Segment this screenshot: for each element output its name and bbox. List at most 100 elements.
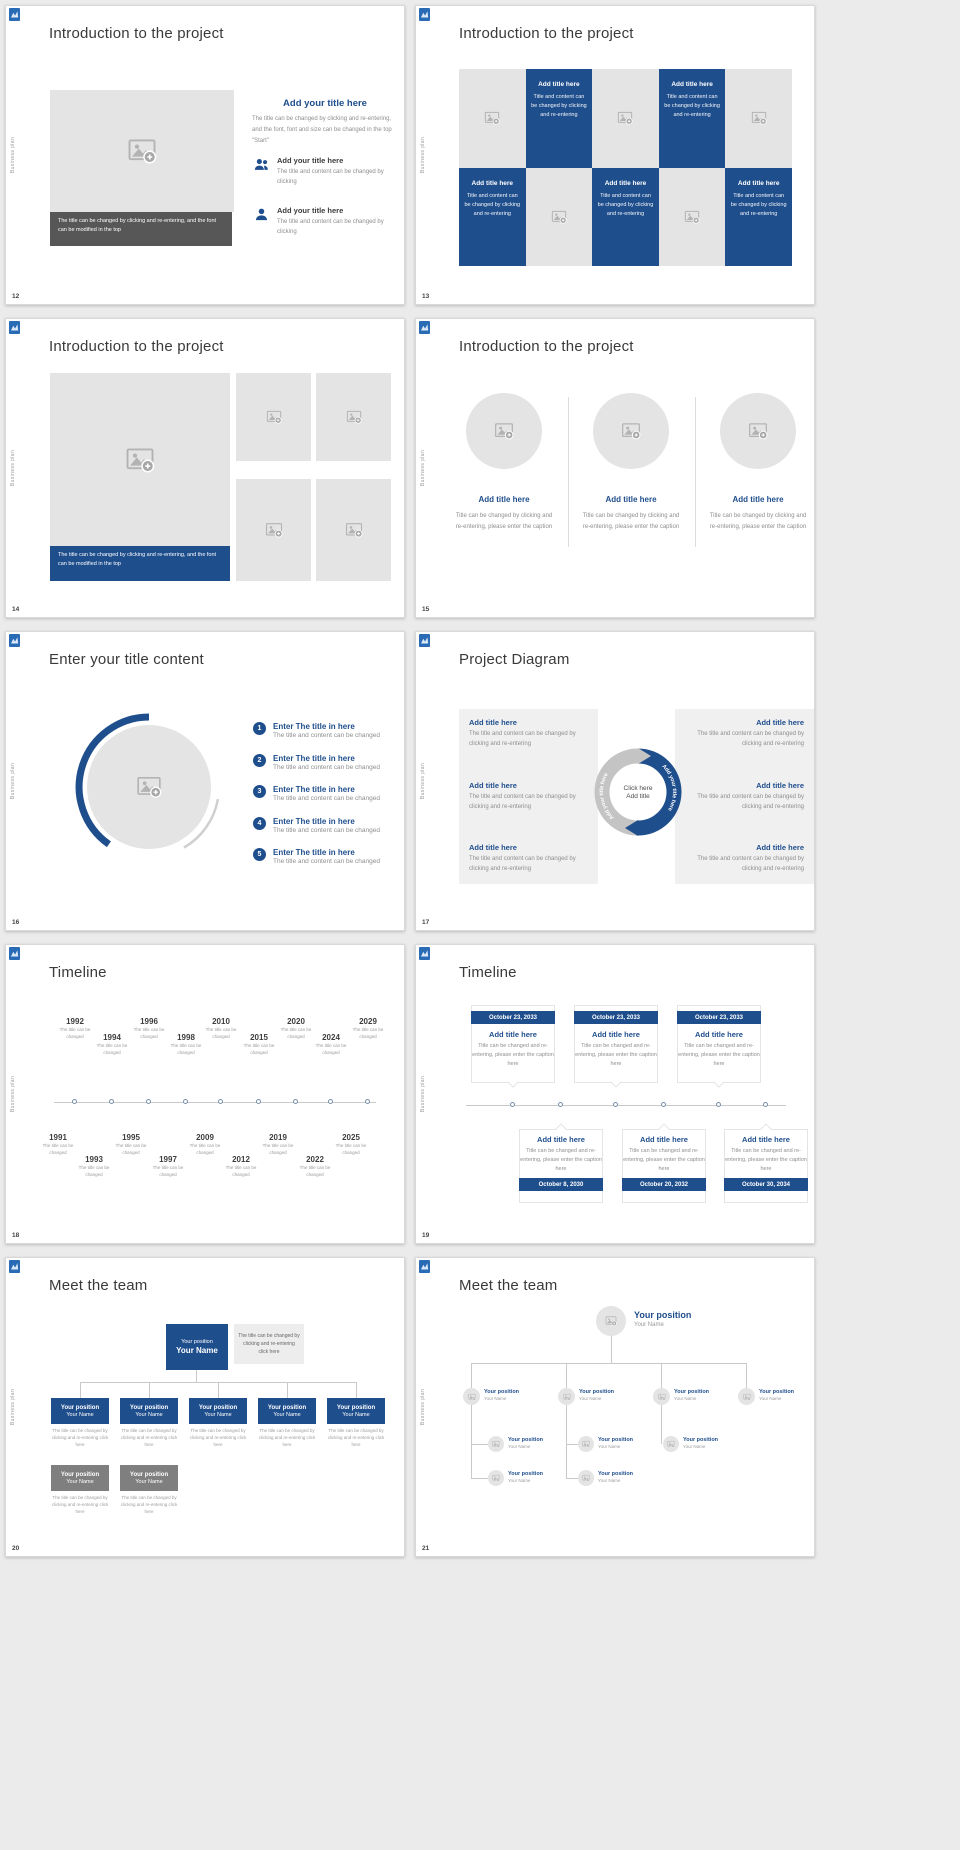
org-member[interactable]: Your position Your Name [488, 1470, 543, 1486]
lead-text-block[interactable]: Add your title here The title can be cha… [252, 98, 398, 147]
timeline-event-bottom[interactable]: Add title here Title can be changed and … [724, 1135, 808, 1192]
image-placeholder[interactable] [316, 373, 391, 461]
entries-panel-left[interactable]: Add title here The title and content can… [459, 709, 598, 884]
slide-16[interactable]: Business plan Enter your title content 1… [5, 631, 405, 931]
image-placeholder[interactable] [316, 479, 391, 581]
image-caption-text: The title can be changed by clicking and… [58, 218, 217, 234]
slide-19[interactable]: Business plan Timeline October 23, 2033 … [415, 944, 815, 1244]
circle-image-placeholder[interactable] [87, 725, 211, 849]
timeline-event-top[interactable]: October 23, 2033 Add title here Title ca… [471, 1011, 555, 1068]
slide-20[interactable]: Business plan Meet the team Your positio… [5, 1257, 405, 1557]
image-placeholder[interactable] [236, 373, 311, 461]
slide-15[interactable]: Business plan Introduction to the projec… [415, 318, 815, 618]
org-box[interactable]: Your position Your Name [258, 1398, 316, 1424]
avatar-circle[interactable] [596, 1306, 626, 1336]
image-placeholder[interactable] [236, 479, 311, 581]
entries-panel-right[interactable]: Add title here The title and content can… [675, 709, 814, 884]
slide-13[interactable]: Business plan Introduction to the projec… [415, 5, 815, 305]
image-column[interactable]: Add title here Title can be changed by c… [703, 393, 813, 534]
text-tile[interactable]: Add title here Title and content can be … [459, 167, 526, 266]
timeline-event[interactable]: 2010 The title can be changed [205, 1017, 237, 1041]
timeline-event[interactable]: 2020 The title can be changed [280, 1017, 312, 1041]
org-box[interactable]: Your position Your Name [51, 1398, 109, 1424]
timeline-event[interactable]: 2022 The title can be changed [299, 1155, 331, 1179]
org-box-gray[interactable]: Your position Your Name [51, 1465, 109, 1491]
cycle-diagram[interactable]: Add your title here Add your title here [588, 742, 688, 842]
numbered-list-item[interactable]: 4 Enter The title in here The title and … [253, 817, 400, 834]
timeline-event[interactable]: 2012 The title can be changed [225, 1155, 257, 1179]
connector-line [566, 1405, 567, 1478]
org-member[interactable]: Your position Your Name [663, 1436, 718, 1452]
image-caption-bar[interactable]: The title can be changed by clicking and… [50, 546, 230, 581]
circle-image-placeholder[interactable] [593, 393, 669, 469]
slide-title: Introduction to the project [459, 338, 634, 355]
timeline-event[interactable]: 1991 The title can be changed [42, 1133, 74, 1157]
org-note-box[interactable]: The title can be changed by clicking and… [234, 1324, 304, 1364]
slide-14[interactable]: Business plan Introduction to the projec… [5, 318, 405, 618]
numbered-list-item[interactable]: 2 Enter The title in here The title and … [253, 754, 400, 771]
timeline-event[interactable]: 1993 The title can be changed [78, 1155, 110, 1179]
slide-18[interactable]: Business plan Timeline 1992 The title can… [5, 944, 405, 1244]
image-placeholder[interactable] [725, 69, 792, 168]
timeline-event[interactable]: 1997 The title can be changed [152, 1155, 184, 1179]
org-member[interactable]: Your position Your Name [738, 1388, 794, 1405]
slide-12[interactable]: Business plan Introduction to the projec… [5, 5, 405, 305]
timeline-event[interactable]: 2009 The title can be changed [189, 1133, 221, 1157]
timeline-event[interactable]: 1998 The title can be changed [170, 1033, 202, 1057]
timeline-event[interactable]: 1996 The title can be changed [133, 1017, 165, 1041]
org-box[interactable]: Your position Your Name [189, 1398, 247, 1424]
timeline-event-top[interactable]: October 23, 2033 Add title here Title ca… [574, 1011, 658, 1068]
image-placeholder[interactable] [459, 69, 526, 168]
image-placeholder[interactable] [525, 167, 593, 266]
year-label: 2009 [196, 1133, 214, 1142]
circle-image-placeholder[interactable] [720, 393, 796, 469]
image-placeholder[interactable] [592, 69, 659, 168]
slide-17[interactable]: Business plan Project Diagram Add title … [415, 631, 815, 931]
image-placeholder[interactable] [50, 373, 230, 546]
timeline-event[interactable]: 2015 The title can be changed [243, 1033, 275, 1057]
timeline-node [510, 1102, 515, 1107]
image-column[interactable]: Add title here Title can be changed by c… [449, 393, 559, 534]
text-tile[interactable]: Add title here Title and content can be … [725, 167, 792, 266]
feature-item[interactable]: Add your title here The title and conten… [253, 206, 399, 237]
text-tile[interactable]: Add title here Title and content can be … [658, 69, 726, 168]
org-member[interactable]: Your position Your Name [578, 1436, 633, 1452]
image-column[interactable]: Add title here Title can be changed by c… [576, 393, 686, 534]
timeline-line [466, 1105, 786, 1106]
timeline-event[interactable]: 2025 The title can be changed [335, 1133, 367, 1157]
numbered-list-item[interactable]: 5 Enter The title in here The title and … [253, 848, 400, 865]
org-member[interactable]: Your position Your Name [488, 1436, 543, 1452]
feature-item[interactable]: Add your title here The title and conten… [253, 156, 399, 187]
hub-label[interactable]: Click here Add title [611, 765, 665, 819]
timeline-event[interactable]: 2029 The title can be changed [352, 1017, 384, 1041]
text-tile[interactable]: Add title here Title and content can be … [592, 167, 659, 266]
position-label: Your position [759, 1389, 795, 1395]
org-member[interactable]: Your position Your Name [463, 1388, 519, 1405]
slide-21[interactable]: Business plan Meet the team Your positio… [415, 1257, 815, 1557]
image-caption-bar[interactable]: The title can be changed by clicking and… [50, 212, 232, 246]
timeline-event[interactable]: 2024 The title can be changed [315, 1033, 347, 1057]
timeline-event[interactable]: 1992 The title can be changed [59, 1017, 91, 1041]
org-box[interactable]: Your position Your Name [120, 1398, 178, 1424]
image-placeholder[interactable] [658, 167, 726, 266]
org-box-gray[interactable]: Your position Your Name [120, 1465, 178, 1491]
timeline-event-top[interactable]: October 23, 2033 Add title here Title ca… [677, 1011, 761, 1068]
org-box[interactable]: Your position Your Name [327, 1398, 385, 1424]
circle-image-placeholder[interactable] [466, 393, 542, 469]
org-member[interactable]: Your position Your Name [578, 1470, 633, 1486]
image-placeholder[interactable] [50, 90, 234, 212]
text-tile[interactable]: Add title here Title and content can be … [525, 69, 593, 168]
timeline-event[interactable]: 1995 The title can be changed [115, 1133, 147, 1157]
org-member[interactable]: Your position Your Name [653, 1388, 709, 1405]
timeline-event[interactable]: 1994 The title can be changed [96, 1033, 128, 1057]
position-label: Your position [60, 1471, 100, 1478]
timeline-event-bottom[interactable]: Add title here Title can be changed and … [622, 1135, 706, 1192]
event-heading: Add title here [640, 1135, 688, 1144]
timeline-event[interactable]: 2019 The title can be changed [262, 1133, 294, 1157]
step-number-badge: 1 [253, 722, 266, 735]
numbered-list-item[interactable]: 1 Enter The title in here The title and … [253, 722, 400, 739]
org-box-root[interactable]: Your position Your Name [166, 1324, 228, 1370]
org-member[interactable]: Your position Your Name [558, 1388, 614, 1405]
timeline-event-bottom[interactable]: Add title here Title can be changed and … [519, 1135, 603, 1192]
numbered-list-item[interactable]: 3 Enter The title in here The title and … [253, 785, 400, 802]
